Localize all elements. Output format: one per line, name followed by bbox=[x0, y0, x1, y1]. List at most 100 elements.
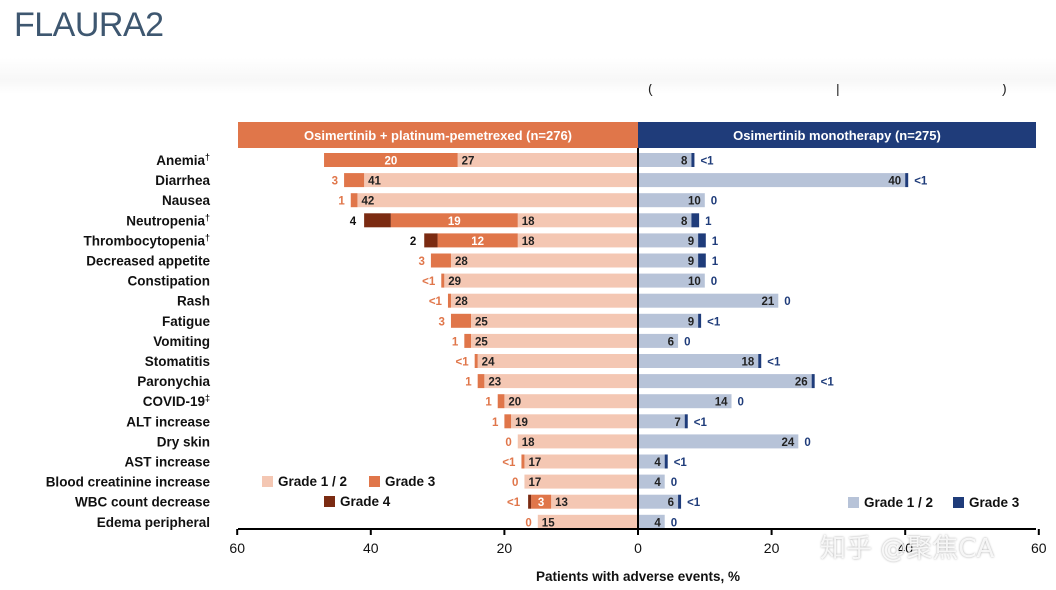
right-value-grade3: 0 bbox=[671, 477, 677, 489]
right-value-grade12: 14 bbox=[715, 397, 728, 409]
x-axis-title: Patients with adverse events, % bbox=[536, 569, 740, 584]
x-tick-label: 20 bbox=[764, 540, 780, 556]
row-label-18: Edema peripheral bbox=[97, 515, 210, 530]
left-value-grade12: 28 bbox=[455, 256, 468, 268]
right-value-grade3: 0 bbox=[711, 196, 717, 208]
clipped-subtitle: (|) bbox=[648, 84, 1007, 96]
left-value-grade4: 2 bbox=[410, 236, 416, 248]
left-value-grade12: 24 bbox=[482, 357, 495, 369]
left-value-grade12: 17 bbox=[528, 477, 541, 489]
row-label-footnote: ‡ bbox=[205, 393, 210, 403]
right-bar-grade3 bbox=[691, 213, 700, 228]
right-value-grade3: 0 bbox=[711, 276, 717, 288]
right-value-grade12: 10 bbox=[688, 196, 701, 208]
left-bar-grade3 bbox=[531, 494, 552, 509]
x-tick-label: 20 bbox=[497, 540, 513, 556]
left-bar-grade12 bbox=[471, 333, 638, 348]
left-value-grade12: 25 bbox=[475, 316, 488, 328]
left-value-grade3: 0 bbox=[512, 477, 518, 489]
right-bar-grade12 bbox=[638, 354, 759, 368]
row-label-0: Anemia† bbox=[156, 152, 210, 168]
left-header-bar bbox=[238, 122, 638, 148]
row-label-12: COVID-19‡ bbox=[143, 393, 210, 409]
right-value-grade12: 4 bbox=[654, 477, 661, 489]
left-bar-grade12 bbox=[477, 354, 638, 368]
right-value-grade3: <1 bbox=[707, 316, 721, 328]
right-value-grade12: 26 bbox=[795, 377, 808, 389]
right-bar-grade3 bbox=[684, 414, 688, 429]
right-bar-grade12 bbox=[638, 514, 665, 529]
row-label-10: Stomatitis bbox=[145, 354, 210, 369]
right-value-grade3: 1 bbox=[712, 256, 719, 268]
left-value-grade3: 0 bbox=[505, 437, 511, 449]
left-bar-grade12 bbox=[537, 514, 638, 529]
row-label-8: Fatigue bbox=[162, 314, 210, 329]
left-bar-grade12 bbox=[484, 374, 638, 389]
right-value-grade3: 0 bbox=[738, 397, 744, 409]
left-value-grade12: 18 bbox=[522, 437, 535, 449]
right-value-grade12: 24 bbox=[782, 437, 795, 449]
left-bar-grade3 bbox=[497, 394, 505, 409]
row-label-9: Vomiting bbox=[153, 334, 210, 349]
left-bar-grade3 bbox=[474, 354, 478, 368]
left-bar-grade3 bbox=[504, 414, 512, 429]
left-bar-grade3 bbox=[441, 273, 445, 288]
right-bar-grade12 bbox=[638, 233, 699, 248]
left-value-grade12: 42 bbox=[361, 196, 374, 208]
row-label-16: Blood creatinine increase bbox=[46, 475, 211, 490]
legend-right-label-1: Grade 3 bbox=[969, 495, 1020, 510]
page-title: FLAURA2 bbox=[14, 6, 164, 44]
right-bar-grade12 bbox=[638, 474, 665, 489]
watermark-text: 知乎 @聚焦CA bbox=[820, 534, 995, 564]
right-value-grade12: 9 bbox=[688, 236, 694, 248]
legend-left-label-2: Grade 4 bbox=[340, 494, 391, 509]
left-bar-grade3 bbox=[344, 173, 365, 188]
right-bar-grade3 bbox=[698, 233, 706, 248]
left-bar-grade12 bbox=[524, 474, 638, 489]
right-bar-grade12 bbox=[638, 173, 906, 188]
right-value-grade3: <1 bbox=[694, 417, 708, 429]
right-bar-grade12 bbox=[638, 313, 699, 328]
left-value-grade12: 29 bbox=[448, 276, 461, 288]
right-bar-grade3 bbox=[664, 454, 668, 469]
right-value-grade12: 4 bbox=[654, 457, 661, 469]
left-value-grade3: 20 bbox=[384, 156, 397, 168]
legend-right-swatch-1 bbox=[953, 497, 964, 508]
left-bar-grade3 bbox=[477, 374, 485, 389]
legend-left-swatch-1 bbox=[369, 476, 380, 487]
x-tick-label: 60 bbox=[229, 540, 245, 556]
left-bar-grade3 bbox=[437, 233, 518, 248]
right-bar-grade12 bbox=[638, 414, 685, 429]
left-value-grade3: <1 bbox=[502, 457, 516, 469]
left-value-grade3: <1 bbox=[422, 276, 436, 288]
left-value-grade3: <1 bbox=[429, 296, 443, 308]
right-bar-grade12 bbox=[638, 394, 732, 409]
right-bar-grade12 bbox=[638, 253, 699, 268]
right-bar-grade12 bbox=[638, 434, 799, 449]
right-bar-grade12 bbox=[638, 494, 679, 509]
right-value-grade3: 0 bbox=[784, 296, 790, 308]
row-label-17: WBC count decrease bbox=[75, 495, 211, 510]
right-value-grade3: <1 bbox=[767, 357, 781, 369]
legend-right-label-0: Grade 1 / 2 bbox=[864, 495, 933, 510]
left-value-grade12: 13 bbox=[555, 497, 568, 509]
x-tick-label: 40 bbox=[363, 540, 379, 556]
right-bar-grade12 bbox=[638, 273, 705, 288]
left-bar-grade12 bbox=[517, 434, 638, 449]
right-value-grade12: 8 bbox=[681, 216, 688, 228]
right-bar-grade12 bbox=[638, 333, 679, 348]
right-bar-grade3 bbox=[698, 253, 706, 268]
left-bar-grade4 bbox=[528, 494, 532, 509]
right-bar-grade3 bbox=[698, 313, 702, 328]
row-label-2: Nausea bbox=[162, 193, 211, 208]
right-value-grade12: 6 bbox=[668, 336, 674, 348]
left-bar-grade3 bbox=[464, 333, 471, 348]
left-bar-grade3 bbox=[450, 313, 471, 328]
legend-right-swatch-0 bbox=[848, 497, 859, 508]
left-bar-grade3 bbox=[324, 153, 458, 167]
left-value-grade4: 4 bbox=[350, 216, 357, 228]
header-band bbox=[0, 58, 1056, 94]
right-bar-grade3 bbox=[691, 153, 695, 167]
left-bar-grade12 bbox=[511, 414, 638, 429]
